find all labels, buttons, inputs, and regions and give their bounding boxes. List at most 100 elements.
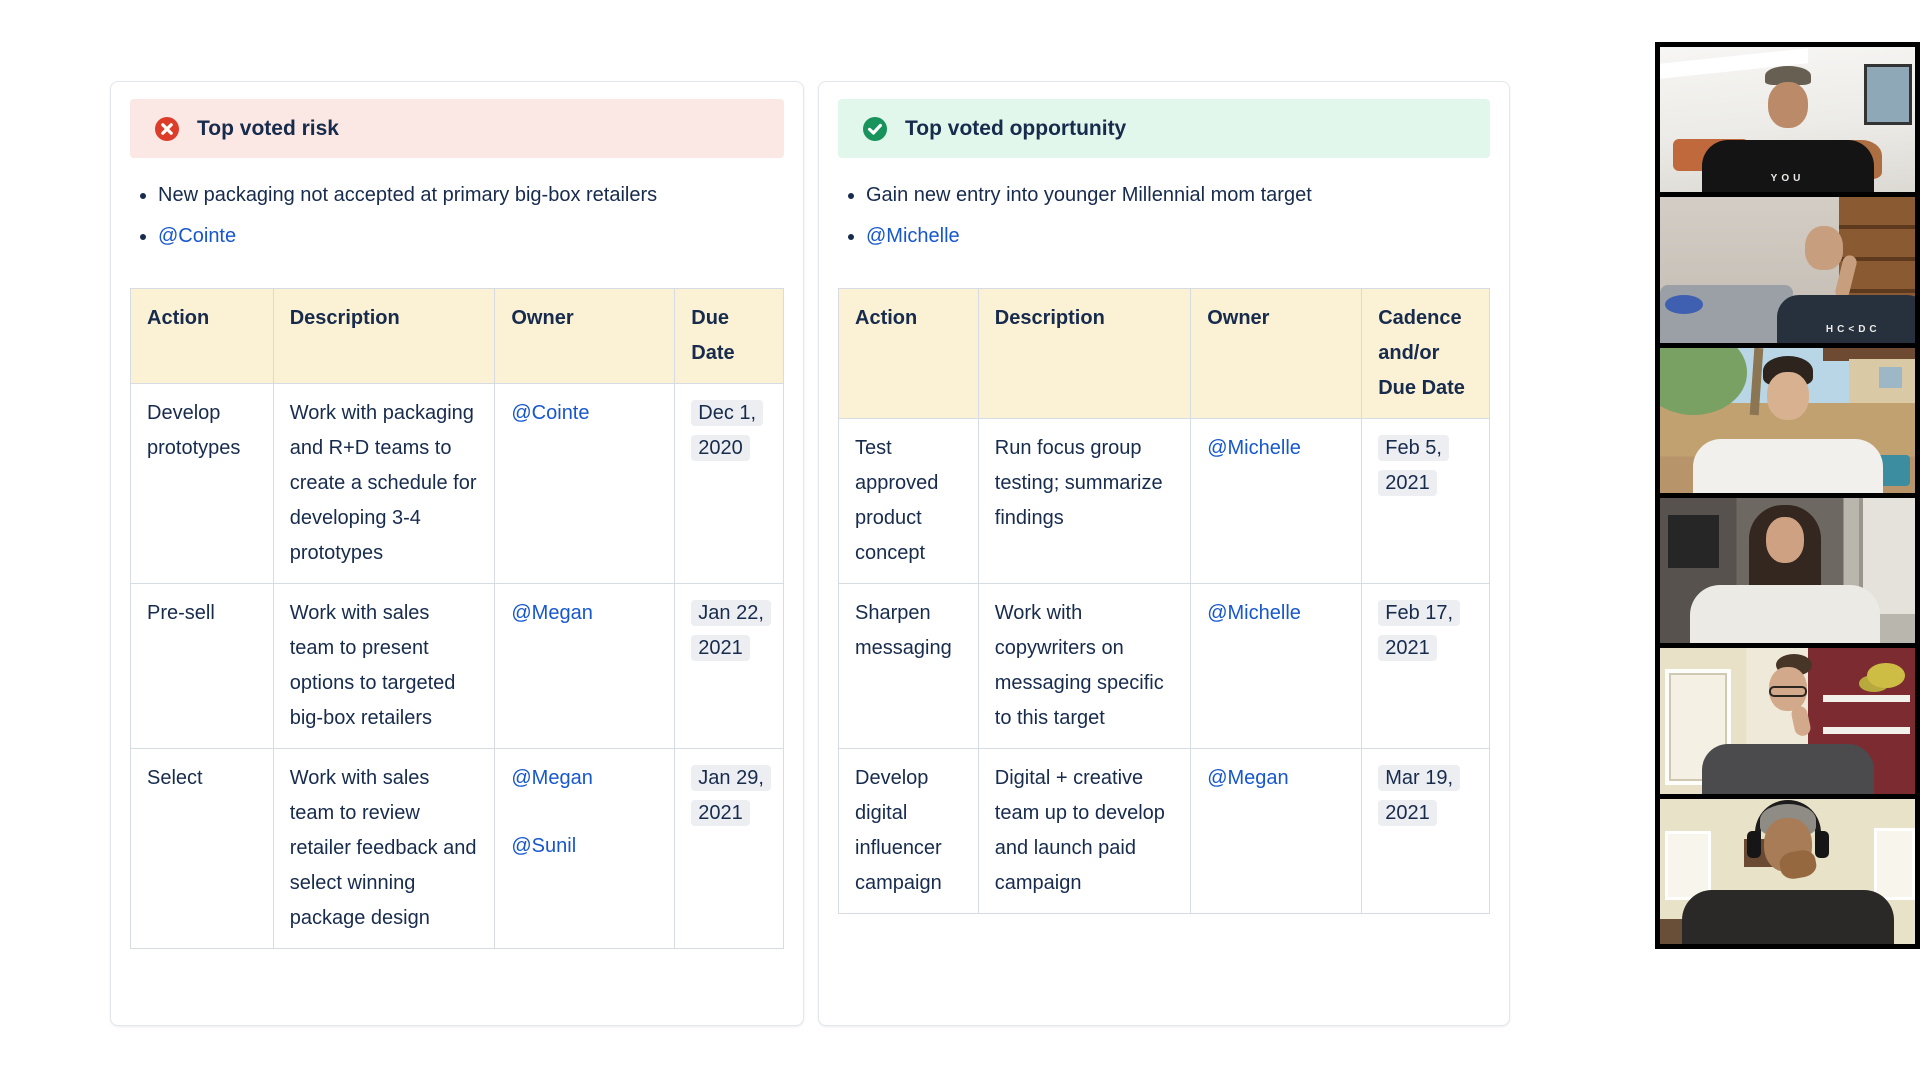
cell-owner: @Megan @Sunil xyxy=(494,748,676,949)
glasses-shape xyxy=(1768,686,1807,698)
risk-owner-mention-link[interactable]: @Cointe xyxy=(158,225,237,247)
date-lozenge: Mar 19, 2021 xyxy=(1378,765,1461,826)
participant-video-6[interactable] xyxy=(1660,798,1915,944)
risk-banner-title: Top voted risk xyxy=(197,116,339,140)
owner-mention-link[interactable]: @Michelle xyxy=(1207,602,1301,624)
gray-couch-shape xyxy=(1660,284,1793,343)
cell-due-date: Dec 1, 2020 xyxy=(674,383,784,584)
video-scene-man-outdoors xyxy=(1660,347,1915,493)
owner-mention-link[interactable]: @Megan xyxy=(1207,767,1289,789)
wall-shelf-shape xyxy=(1823,726,1910,735)
participant-video-4[interactable] xyxy=(1660,497,1915,644)
cell-action: Select xyxy=(130,748,274,949)
column-header-description: Description xyxy=(977,288,1192,419)
window-shape xyxy=(1879,366,1903,389)
window-shape xyxy=(1874,827,1915,901)
opportunity-bullet-item: Gain new entry into younger Millennial m… xyxy=(866,181,1489,209)
table-row: Develop digital influencer campaign Digi… xyxy=(838,748,1490,914)
participant-video-1[interactable]: YOU xyxy=(1660,47,1915,193)
video-scene-man-with-shelves: HC<DC xyxy=(1660,197,1915,343)
check-icon xyxy=(863,116,887,141)
headphone-cup-shape xyxy=(1814,830,1829,858)
column-header-action: Action xyxy=(130,288,274,384)
column-header-owner: Owner xyxy=(494,288,676,384)
cell-action: Test approved product concept xyxy=(838,418,979,584)
video-scene-man-in-cap: YOU xyxy=(1660,47,1915,193)
cell-owner: @Megan xyxy=(494,583,676,749)
opportunity-bullet-list: Gain new entry into younger Millennial m… xyxy=(819,181,1489,250)
column-header-cadence-due-date: Cadence and/or Due Date xyxy=(1361,288,1490,419)
cell-due-date: Jan 29, 2021 xyxy=(674,748,784,949)
torso-shape xyxy=(1689,585,1880,644)
risk-bullet-text: New packaging not accepted at primary bi… xyxy=(158,184,658,206)
face-shape xyxy=(1766,372,1809,421)
date-lozenge: Feb 5, 2021 xyxy=(1378,435,1449,496)
column-header-action: Action xyxy=(838,288,979,419)
error-icon xyxy=(155,116,179,141)
cell-action: Sharpen messaging xyxy=(838,583,979,749)
torso-shape xyxy=(1692,438,1883,493)
owner-mention-link[interactable]: @Sunil xyxy=(511,835,577,857)
owner-mention-link[interactable]: @Cointe xyxy=(511,402,590,424)
table-row: Pre-sell Work with sales team to present… xyxy=(130,583,784,749)
risk-bullet-item: New packaging not accepted at primary bi… xyxy=(158,181,783,209)
cell-action: Develop prototypes xyxy=(130,383,274,584)
headphones-band-shape xyxy=(1754,800,1821,843)
cell-due-date: Mar 19, 2021 xyxy=(1361,748,1490,914)
window-shape xyxy=(1665,830,1711,901)
cell-description: Run focus group testing; summarize findi… xyxy=(977,418,1192,584)
wall-shelf-shape xyxy=(1823,694,1910,703)
table-row: Test approved product concept Run focus … xyxy=(838,418,1490,584)
table-header-row: Action Description Owner Cadence and/or … xyxy=(838,288,1490,419)
video-scene-woman-with-glasses xyxy=(1660,648,1915,794)
face-shape xyxy=(1765,516,1804,563)
tree-shape xyxy=(1660,347,1747,415)
tv-screen-shape xyxy=(1667,515,1719,568)
owner-mention-link[interactable]: @Megan xyxy=(511,767,593,789)
date-lozenge: Jan 29, 2021 xyxy=(691,765,771,826)
opportunity-owner-mention-link[interactable]: @Michelle xyxy=(866,225,960,247)
column-header-description: Description xyxy=(272,288,496,384)
cell-description: Work with sales team to present options … xyxy=(272,583,496,749)
hand-shape xyxy=(1789,705,1812,738)
cell-owner: @Michelle xyxy=(1190,418,1363,584)
torso-shape: HC<DC xyxy=(1777,294,1915,343)
face-shape xyxy=(1768,667,1807,712)
blanket-shape xyxy=(1665,294,1704,314)
risk-banner: Top voted risk xyxy=(130,99,784,158)
participant-video-2[interactable]: HC<DC xyxy=(1660,197,1915,343)
participant-video-3[interactable] xyxy=(1660,347,1915,493)
video-call-participant-strip: YOU HC<DC xyxy=(1655,42,1920,949)
risk-panel: Top voted risk New packaging not accepte… xyxy=(110,81,804,1026)
cap-shape xyxy=(1764,65,1811,85)
palm-trunk-shape xyxy=(1749,347,1764,415)
participant-video-5[interactable] xyxy=(1660,648,1915,794)
risk-bullet-item: @Cointe xyxy=(158,222,783,250)
video-scene-woman-white-hoodie xyxy=(1660,497,1915,644)
shirt-text: HC<DC xyxy=(1825,323,1881,335)
opportunity-bullet-item: @Michelle xyxy=(866,222,1489,250)
cell-description: Work with copywriters on messaging speci… xyxy=(977,583,1192,749)
table-row: Select Work with sales team to review re… xyxy=(130,748,784,949)
opportunity-bullet-text: Gain new entry into younger Millennial m… xyxy=(866,184,1312,206)
cell-due-date: Feb 17, 2021 xyxy=(1361,583,1490,749)
opportunity-panel: Top voted opportunity Gain new entry int… xyxy=(818,81,1510,1026)
flowers-shape xyxy=(1866,662,1905,688)
cell-description: Work with sales team to review retailer … xyxy=(272,748,496,949)
face-shape xyxy=(1767,81,1808,128)
face-shape xyxy=(1805,226,1844,271)
cell-owner: @Megan xyxy=(1190,748,1363,914)
cell-description: Work with packaging and R+D teams to cre… xyxy=(272,383,496,584)
risk-action-table: Action Description Owner Due Date Develo… xyxy=(130,288,784,949)
cell-due-date: Feb 5, 2021 xyxy=(1361,418,1490,584)
owner-mention-link[interactable]: @Megan xyxy=(511,602,593,624)
cell-action: Pre-sell xyxy=(130,583,274,749)
table-row: Develop prototypes Work with packaging a… xyxy=(130,383,784,584)
opportunity-banner-title: Top voted opportunity xyxy=(905,116,1127,140)
date-lozenge: Dec 1, 2020 xyxy=(691,400,764,461)
table-header-row: Action Description Owner Due Date xyxy=(130,288,784,384)
owner-mention-link[interactable]: @Michelle xyxy=(1207,437,1301,459)
cell-owner: @Cointe xyxy=(494,383,676,584)
shirt-text: YOU xyxy=(1770,173,1805,185)
cell-owner: @Michelle xyxy=(1190,583,1363,749)
